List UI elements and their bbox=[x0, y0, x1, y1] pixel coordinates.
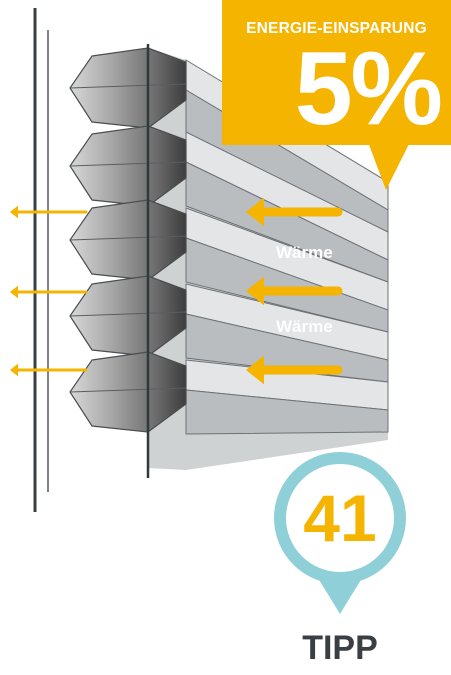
tip-label: TIPP bbox=[302, 629, 378, 667]
cell-fold-line bbox=[69, 387, 187, 393]
cell-fold-line bbox=[69, 311, 187, 317]
cell-fold-line bbox=[69, 161, 187, 167]
cell-fold-line bbox=[69, 235, 187, 241]
arrow-left-icon bbox=[10, 363, 88, 377]
shade-cell bbox=[69, 125, 187, 207]
cell-fold-line bbox=[69, 83, 187, 89]
badge-title: ENERGIE-EINSPARUNG bbox=[246, 20, 427, 37]
shade-cell bbox=[69, 199, 187, 281]
arrow-left-icon bbox=[246, 355, 343, 385]
heat-label: Wärme bbox=[276, 317, 333, 336]
tip-number: 41 bbox=[303, 481, 377, 555]
badge-value: 5% bbox=[294, 31, 443, 147]
arrow-left-icon bbox=[10, 285, 88, 299]
arrow-left-icon bbox=[10, 205, 88, 219]
pleat-lower-face bbox=[185, 389, 389, 435]
shade-cell bbox=[69, 47, 187, 129]
honeycomb-shade-icon bbox=[148, 48, 389, 470]
badge-pointer bbox=[368, 142, 410, 190]
shade-cell bbox=[69, 351, 187, 433]
map-pin-icon bbox=[274, 452, 406, 614]
shade-cell bbox=[69, 275, 187, 357]
heat-label: Wärme bbox=[276, 243, 333, 262]
energy-savings-badge: ENERGIE-EINSPARUNG 5% bbox=[222, 0, 451, 145]
arrow-left-icon bbox=[246, 276, 343, 306]
arrow-left-icon bbox=[246, 197, 343, 227]
shade-cell-profiles bbox=[69, 47, 187, 433]
